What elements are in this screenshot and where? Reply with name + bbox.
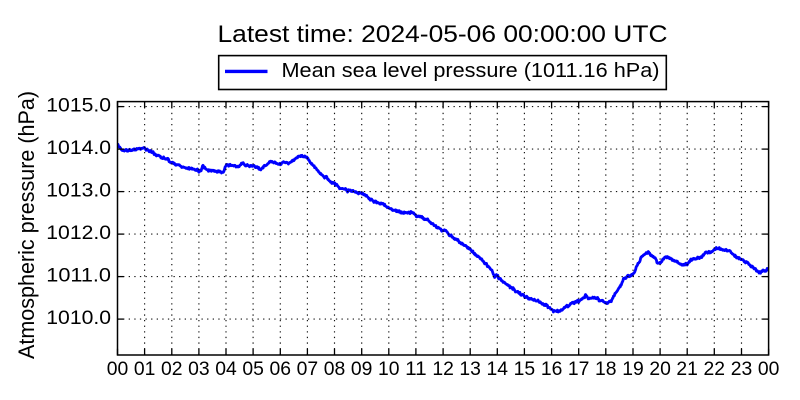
- svg-text:07: 07: [297, 359, 319, 380]
- svg-text:1010.0: 1010.0: [46, 308, 111, 329]
- svg-text:10: 10: [378, 359, 400, 380]
- svg-text:1011.0: 1011.0: [46, 265, 111, 286]
- svg-text:12: 12: [432, 359, 454, 380]
- svg-text:09: 09: [351, 359, 373, 380]
- svg-text:03: 03: [188, 359, 210, 380]
- svg-text:11: 11: [405, 359, 427, 380]
- svg-text:1012.0: 1012.0: [46, 223, 111, 244]
- svg-text:20: 20: [649, 359, 671, 380]
- svg-text:08: 08: [324, 359, 346, 380]
- svg-text:15: 15: [514, 359, 536, 380]
- svg-text:00: 00: [758, 359, 780, 380]
- svg-text:Atmospheric pressure (hPa): Atmospheric pressure (hPa): [14, 91, 39, 359]
- svg-text:04: 04: [215, 359, 237, 380]
- svg-text:18: 18: [595, 359, 617, 380]
- svg-text:01: 01: [134, 359, 156, 380]
- svg-text:1015.0: 1015.0: [46, 95, 111, 116]
- svg-text:06: 06: [270, 359, 292, 380]
- svg-text:19: 19: [622, 359, 644, 380]
- svg-text:17: 17: [568, 359, 590, 380]
- svg-text:Latest time: 2024-05-06 00:00:: Latest time: 2024-05-06 00:00:00 UTC: [218, 21, 668, 48]
- svg-text:23: 23: [731, 359, 753, 380]
- svg-text:16: 16: [541, 359, 563, 380]
- svg-text:21: 21: [676, 359, 698, 380]
- svg-text:1013.0: 1013.0: [46, 180, 111, 201]
- svg-text:02: 02: [161, 359, 183, 380]
- svg-text:Mean sea level pressure (1011.: Mean sea level pressure (1011.16 hPa): [282, 60, 660, 82]
- svg-text:1014.0: 1014.0: [46, 138, 111, 159]
- svg-text:14: 14: [487, 359, 509, 380]
- svg-text:05: 05: [242, 359, 264, 380]
- svg-text:00: 00: [107, 359, 129, 380]
- svg-text:13: 13: [459, 359, 481, 380]
- svg-text:22: 22: [704, 359, 726, 380]
